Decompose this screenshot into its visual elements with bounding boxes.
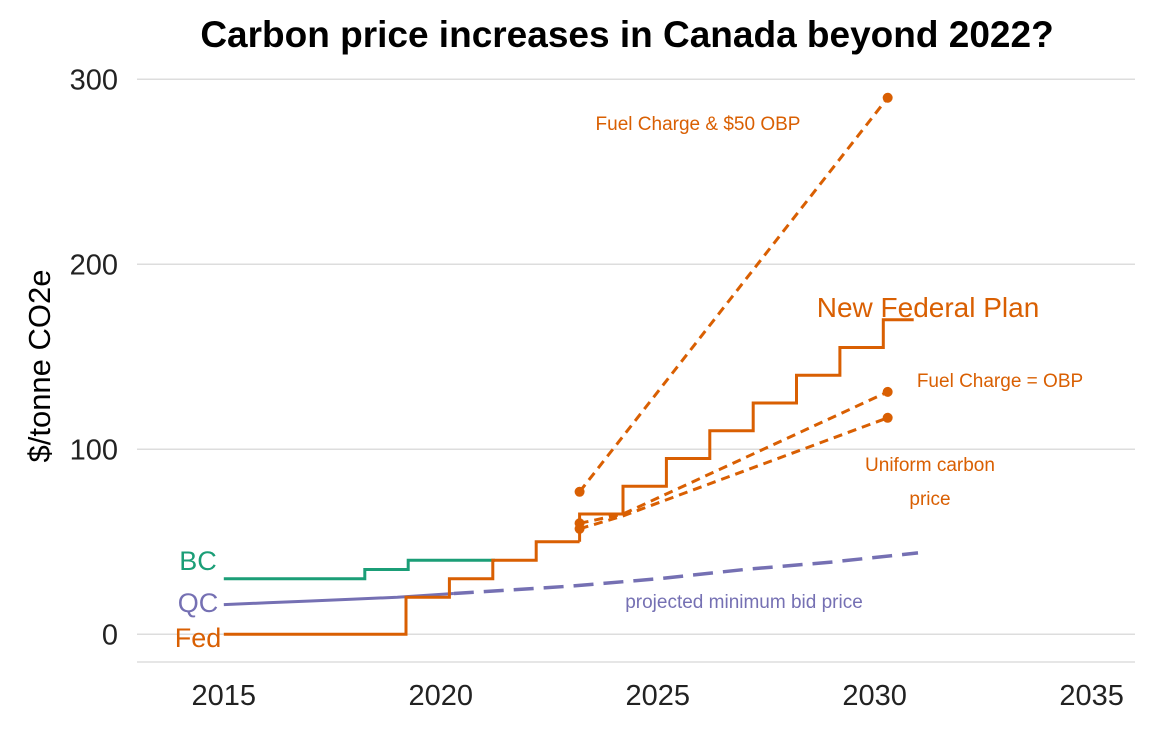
y-tick-label-100: 100 xyxy=(70,434,118,466)
series-line-qc xyxy=(223,592,454,607)
series-line-uniform-carbon-price xyxy=(579,416,889,531)
data-point-marker xyxy=(882,412,893,423)
marker-layer xyxy=(574,92,893,534)
data-point-marker xyxy=(574,523,585,534)
axis-layer: 0 100 200 300 2015 2020 2025 2030 2035 $/tonne CO… xyxy=(22,64,1135,712)
series-line-bc xyxy=(223,558,495,581)
data-point-marker xyxy=(574,486,585,497)
series-line-projected-minimum-bid-price xyxy=(453,551,919,596)
y-tick-label-0: 0 xyxy=(102,619,118,651)
series-label-bc: BC xyxy=(179,546,217,576)
series-label-projected-minimum-bid-price: projected minimum bid price xyxy=(625,592,863,613)
series-label-fed: Fed xyxy=(175,623,222,653)
data-point-marker xyxy=(882,92,893,103)
grid-lines xyxy=(137,78,1135,636)
series-label-fuel-charge-50-obp: Fuel Charge & $50 OBP xyxy=(596,114,801,135)
label-layer: BC QC projected minimum bid price Fed New Fe… xyxy=(175,114,1083,653)
series-label-new-federal-plan: New Federal Plan xyxy=(817,292,1040,323)
series-layer xyxy=(223,96,919,636)
series-label-uniform-carbon-price: Uniform carbon xyxy=(865,455,995,476)
series-line-fed xyxy=(223,540,580,636)
x-tick-label-2025: 2025 xyxy=(625,680,690,712)
data-point-marker xyxy=(882,386,893,397)
x-tick-label-2015: 2015 xyxy=(192,680,257,712)
series-line-fuel-charge-50-obp xyxy=(578,96,889,493)
series-label-uniform-carbon-price: price xyxy=(909,489,950,510)
y-tick-label-300: 300 xyxy=(70,64,118,96)
x-tick-label-2035: 2035 xyxy=(1059,680,1124,712)
x-tick-label-2020: 2020 xyxy=(408,680,473,712)
y-axis-title: $/tonne CO2e xyxy=(22,269,57,462)
y-tick-label-200: 200 xyxy=(70,249,118,281)
series-label-fuel-charge-obp: Fuel Charge = OBP xyxy=(917,371,1083,392)
series-line-fuel-charge-obp xyxy=(579,390,889,525)
x-tick-label-2030: 2030 xyxy=(842,680,907,712)
series-line-new-federal-plan xyxy=(578,318,914,542)
chart-title: Carbon price increases in Canada beyond … xyxy=(200,14,1054,55)
series-label-qc: QC xyxy=(178,588,219,618)
